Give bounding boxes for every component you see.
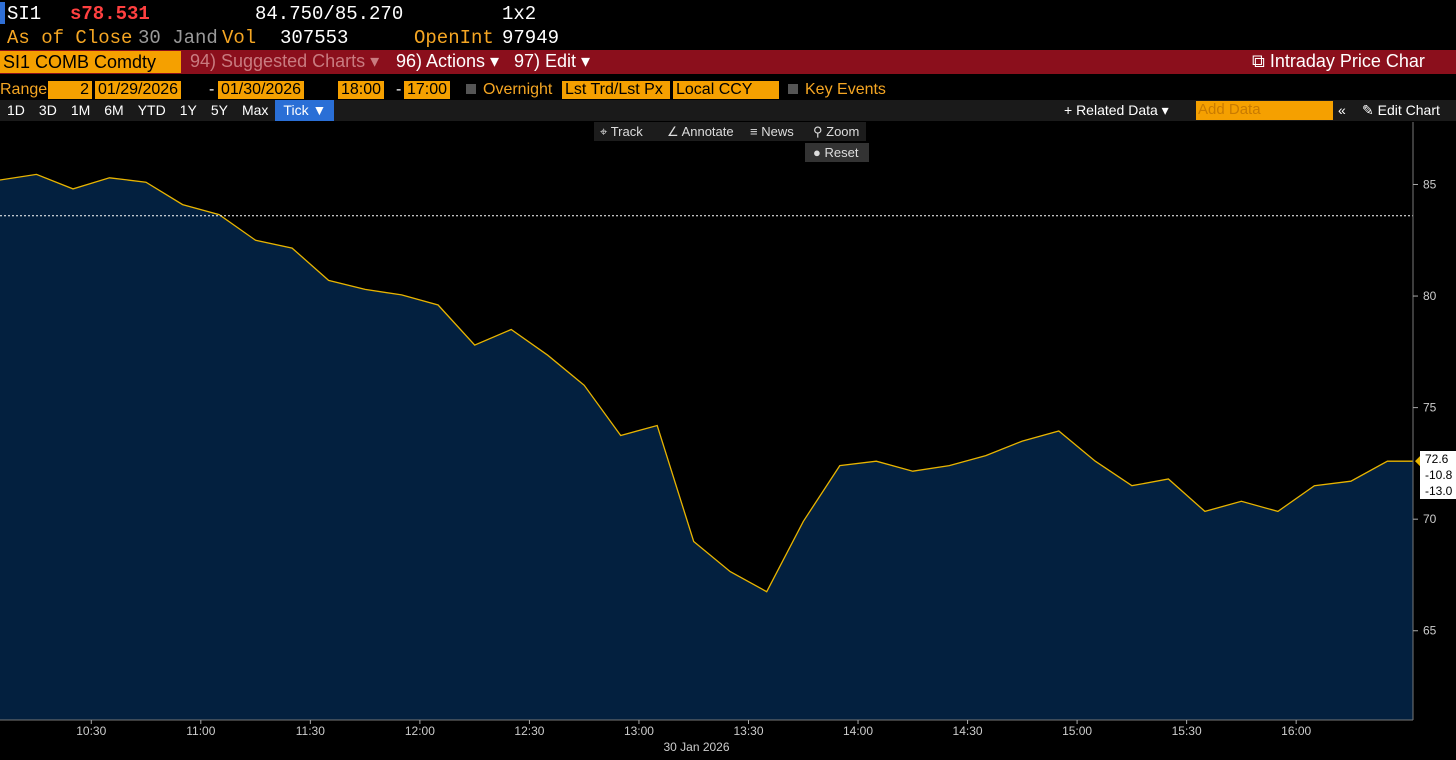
overnight: Overnight [483,81,553,98]
y-tick-label: 85 [1423,177,1437,191]
zoom[interactable]: ⚲ Zoom [813,124,860,139]
period-button[interactable]: Tick ▼ [275,100,335,121]
x-tick-label: 16:00 [1281,724,1311,738]
price-tag-label: -10.8 [1425,468,1453,482]
edit-chart[interactable]: ✎ Edit Chart [1362,102,1440,118]
x-tick-label: 14:30 [953,724,983,738]
reset-text: Reset [824,145,859,160]
x-tick-label: 12:00 [405,724,435,738]
y-tick-label: 75 [1423,401,1437,415]
security-field[interactable]: SI1 COMB Comdty [0,51,181,73]
dash: - [396,81,402,98]
edit-chart-text: Edit Chart [1377,102,1440,118]
suggested-charts[interactable]: 94) Suggested Charts ▾ [190,51,380,71]
collapse[interactable]: « [1338,102,1346,118]
checkbox[interactable] [466,84,476,94]
popout-icon[interactable]: ⧉ [1252,51,1270,71]
price-tag-pointer [1415,456,1420,467]
annotate-text: Annotate [681,124,734,139]
chart: 65 70 75 80 85 10:30 11:00 11:30 12:00 12:30 13:00… [0,122,1456,754]
price-line [0,173,1413,593]
x-tick-label: 13:30 [733,724,763,738]
start-date[interactable]: 01/29/2026 [95,81,182,99]
period-bar [0,100,1456,121]
title-text: Intraday Price Char [1269,51,1425,71]
chart-toolbar [594,122,866,141]
y-tick-label: 70 [1423,512,1437,526]
period-button[interactable]: 1Y [179,102,197,118]
key-events: Key Events [805,81,886,98]
menu-bar [0,50,1456,74]
reset[interactable]: ● Reset [805,143,869,162]
period-buttons: 1D 3D 1M 6M YTD 1Y 5Y Max Tick ▼ [0,100,335,121]
x-tick-label: 13:00 [624,724,654,738]
currency[interactable]: Local CCY [673,81,779,99]
openint-label: OpenInt [414,27,494,49]
add-data-input[interactable]: Add Data [1196,101,1333,120]
track-text: Track [610,124,643,139]
as-of: As of Close [7,27,133,49]
range-input[interactable]: 2 [48,81,92,99]
x-axis-label: 30 Jan 2026 [663,740,729,754]
price-tag [1420,451,1456,499]
x-tick-label: 12:30 [514,724,544,738]
period-button[interactable]: YTD [137,102,166,118]
related-data[interactable]: + Related Data ▾ [1064,102,1169,118]
price-area [0,174,1413,720]
ticker-marker [0,2,5,24]
y-tick-label: 80 [1423,289,1437,303]
dash: - [209,81,215,98]
price-type[interactable]: Lst Trd/Lst Px [562,81,670,99]
x-tick-label: 14:00 [843,724,873,738]
period-button[interactable]: 1M [70,102,91,118]
vol: 307553 [280,27,349,49]
x-tick-label: 10:30 [76,724,106,738]
annotate[interactable]: ∠ Annotate [667,124,734,139]
ticker: SI1 [7,3,42,25]
news-text: News [761,124,794,139]
period-button[interactable]: 6M [104,102,124,118]
x-tick-label: 15:30 [1172,724,1202,738]
period-button[interactable]: 3D [38,102,57,118]
date: 30 Jand [138,27,218,49]
size: 1x2 [502,3,537,25]
track[interactable]: ⌖ Track [600,124,643,139]
edit-menu[interactable]: 97) Edit ▾ [514,51,591,71]
price-tag-label: -13.0 [1425,484,1453,498]
x-tick-label: 15:00 [1062,724,1092,738]
openint: 97949 [502,27,560,49]
end-date[interactable]: 01/30/2026 [218,81,305,99]
vol-label: Vol [222,27,257,49]
period-button[interactable]: Max [241,102,269,118]
x-tick-label: 11:30 [296,724,325,738]
end-time[interactable]: 17:00 [404,81,451,99]
news[interactable]: ≡ News [750,124,794,139]
last-price: s78.531 [70,3,150,25]
period-button[interactable]: 1D [7,102,25,118]
range-label: Range [0,81,48,98]
period-button[interactable]: 5Y [210,102,228,118]
checkbox[interactable] [788,84,798,94]
actions-menu[interactable]: 96) Actions ▾ [396,51,500,71]
chart-title: ⧉ Intraday Price Char [1252,51,1425,72]
y-tick-label: 65 [1423,624,1437,638]
x-tick-label: 11:00 [186,724,215,738]
zoom-text: Zoom [826,124,860,139]
start-time[interactable]: 18:00 [338,81,385,99]
bid-ask: 84.750/85.270 [255,3,404,25]
price-tag-label: 72.6 [1425,452,1449,466]
